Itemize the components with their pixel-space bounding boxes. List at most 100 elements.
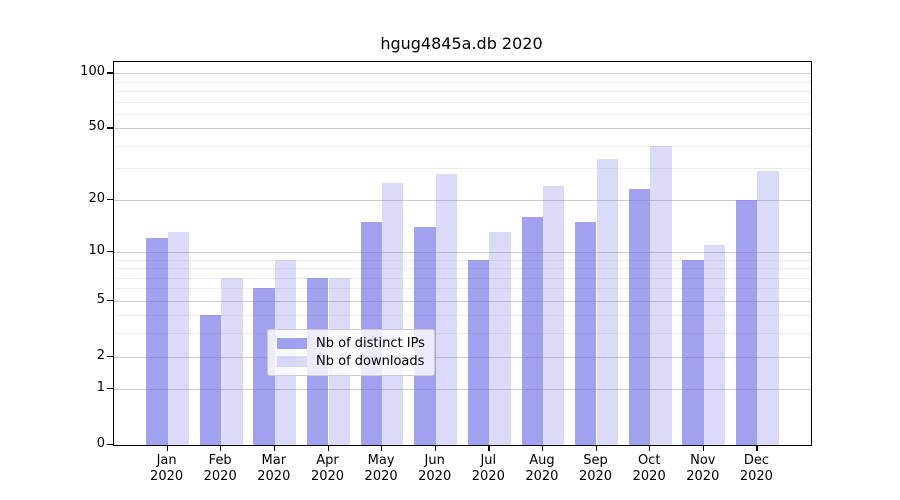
bar-downloads-sep	[596, 158, 618, 445]
bar-downloads-may	[382, 182, 404, 445]
x-axis-tick-label: Mar 2020	[244, 453, 304, 485]
legend-label-downloads: Nb of downloads	[316, 354, 425, 369]
y-axis-tick-label: 5	[96, 291, 105, 307]
bar-distinct-ips-nov	[682, 259, 704, 445]
x-axis-year: 2020	[739, 469, 773, 484]
legend-label-distinct-ips: Nb of distinct IPs	[316, 336, 425, 351]
x-axis-tick-label: Jun 2020	[405, 453, 465, 485]
legend-item-distinct-ips: Nb of distinct IPs	[277, 336, 434, 351]
x-axis-tick-label: Nov 2020	[673, 453, 733, 485]
chart-title: hgug4845a.db 2020	[380, 34, 543, 53]
bar-downloads-jan	[167, 232, 189, 445]
legend-swatch-downloads	[277, 356, 307, 367]
y-axis-tick-label: 0	[96, 436, 105, 451]
x-axis-month: Jan	[156, 453, 177, 468]
legend-swatch-distinct-ips	[277, 338, 307, 349]
x-axis-tick-mark	[327, 445, 329, 451]
y-axis-tick-mark	[107, 72, 113, 74]
gridline-minor	[114, 168, 811, 170]
bar-downloads-aug	[542, 185, 565, 445]
x-axis-year: 2020	[525, 469, 559, 484]
gridline-major	[114, 199, 811, 201]
gridline-minor	[114, 113, 811, 115]
x-axis-tick-mark	[273, 445, 276, 451]
plot-area	[113, 61, 812, 446]
gridline-major	[114, 389, 811, 391]
gridline-major	[114, 73, 811, 75]
x-axis-year: 2020	[310, 469, 345, 484]
x-axis-year: 2020	[471, 469, 505, 484]
x-axis-month: Oct	[637, 453, 661, 468]
gridline-minor	[114, 277, 811, 279]
x-axis-year: 2020	[686, 469, 720, 484]
bar-distinct-ips-jul	[467, 259, 490, 445]
gridline-major	[114, 356, 811, 358]
bar-distinct-ips-feb	[199, 315, 222, 445]
legend: Nb of distinct IPs Nb of downloads	[267, 329, 435, 376]
x-axis-month: Jul	[480, 453, 497, 468]
x-axis-tick-mark	[702, 445, 705, 451]
y-axis-tick-label: 10	[88, 242, 105, 258]
x-axis-tick-label: Jan 2020	[137, 453, 197, 485]
x-axis-month: Nov	[690, 453, 716, 468]
x-axis-month: Apr	[316, 453, 339, 468]
gridline-minor	[114, 259, 811, 261]
y-axis-tick-mark	[107, 127, 113, 129]
x-axis-year: 2020	[418, 469, 452, 484]
x-axis-year: 2020	[632, 469, 666, 484]
bar-downloads-jul	[489, 232, 511, 445]
gridline-minor	[114, 333, 811, 335]
x-axis-year: 2020	[364, 469, 398, 484]
bar-distinct-ips-jan	[146, 238, 168, 445]
x-axis-tick-mark	[595, 445, 597, 451]
x-axis-tick-mark	[649, 445, 651, 451]
x-axis-year: 2020	[150, 469, 184, 484]
x-axis-tick-label: Dec 2020	[726, 453, 786, 485]
x-axis-tick-mark	[541, 445, 544, 451]
bar-downloads-jun	[435, 173, 458, 445]
x-axis-tick-mark	[166, 445, 168, 451]
bar-downloads-nov	[703, 244, 726, 445]
x-axis-month: Aug	[529, 453, 555, 468]
y-axis-tick-mark	[107, 198, 113, 201]
x-axis-tick-label: Oct 2020	[619, 453, 679, 485]
bar-distinct-ips-oct	[628, 189, 651, 445]
gridline-minor	[114, 145, 811, 147]
x-axis-tick-mark	[381, 445, 383, 451]
x-axis-month: Mar	[261, 453, 287, 468]
bar-distinct-ips-sep	[575, 221, 597, 445]
gridline-minor	[114, 101, 811, 103]
legend-item-downloads: Nb of downloads	[277, 354, 434, 369]
y-axis-tick-mark	[107, 299, 113, 301]
y-axis-tick-mark	[107, 388, 113, 390]
y-axis-tick-mark	[107, 250, 113, 253]
x-axis-tick-label: May 2020	[351, 453, 411, 485]
y-axis-tick-label: 50	[88, 119, 105, 135]
x-axis-tick-mark	[434, 445, 436, 451]
x-axis-tick-mark	[488, 445, 490, 451]
y-axis-tick-label: 1	[96, 380, 105, 396]
gridline-major	[114, 251, 811, 253]
x-axis-year: 2020	[578, 469, 613, 484]
x-axis-tick-label: Aug 2020	[512, 453, 572, 485]
x-axis-tick-label: Sep 2020	[566, 453, 626, 485]
bar-distinct-ips-dec	[735, 199, 758, 445]
gridline-minor	[114, 81, 811, 83]
gridline-major	[114, 128, 811, 130]
x-axis-month: Sep	[583, 453, 608, 468]
x-axis-tick-mark	[756, 445, 758, 451]
bar-downloads-dec	[757, 171, 779, 445]
gridline-major	[114, 300, 811, 302]
x-axis-tick-label: Apr 2020	[298, 453, 358, 485]
y-axis-tick-label: 100	[80, 64, 105, 80]
x-axis-tick-label: Feb 2020	[190, 453, 250, 485]
gridline-minor	[114, 315, 811, 317]
bar-downloads-feb	[221, 277, 243, 445]
gridline-minor	[114, 288, 811, 290]
x-axis-month: Feb	[208, 453, 232, 468]
y-axis-tick-label: 2	[96, 347, 105, 363]
bar-downloads-oct	[650, 145, 672, 445]
bar-distinct-ips-mar	[253, 288, 275, 445]
y-axis-tick-mark	[107, 444, 113, 446]
gridline-minor	[114, 268, 811, 269]
